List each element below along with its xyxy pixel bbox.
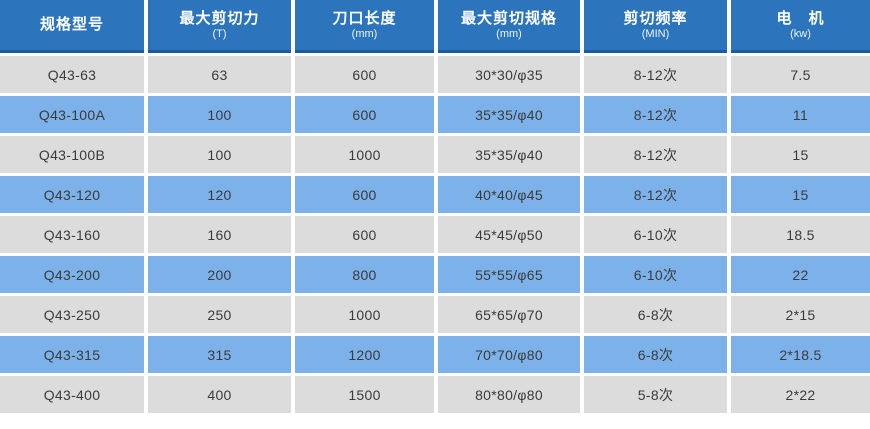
table-cell: 22 bbox=[731, 256, 870, 293]
table-cell: Q43-100A bbox=[0, 96, 144, 133]
header-label: 最大剪切力 bbox=[179, 9, 260, 27]
table-cell: 1000 bbox=[295, 296, 434, 333]
table-cell: 11 bbox=[731, 96, 870, 133]
table-cell: Q43-315 bbox=[0, 336, 144, 373]
table-cell: 1500 bbox=[295, 376, 434, 413]
table-cell: 8-12次 bbox=[584, 176, 727, 213]
header-cell: 刀口长度 (mm) bbox=[295, 0, 434, 53]
table-cell: 160 bbox=[148, 216, 291, 253]
header-cell: 最大剪切规格 (mm) bbox=[438, 0, 580, 53]
table-cell: 100 bbox=[148, 136, 291, 173]
table-cell: 55*55/φ65 bbox=[438, 256, 580, 293]
table-cell: 18.5 bbox=[731, 216, 870, 253]
table-cell: 6-8次 bbox=[584, 336, 727, 373]
table-cell: 70*70/φ80 bbox=[438, 336, 580, 373]
table-cell: 250 bbox=[148, 296, 291, 333]
table-cell: 6-8次 bbox=[584, 296, 727, 333]
table-cell: 600 bbox=[295, 56, 434, 93]
table-cell: 35*35/φ40 bbox=[438, 136, 580, 173]
table-cell: 600 bbox=[295, 96, 434, 133]
table-cell: Q43-200 bbox=[0, 256, 144, 293]
header-unit: (T) bbox=[212, 27, 227, 40]
table-cell: 8-12次 bbox=[584, 96, 727, 133]
spec-table: 规格型号 最大剪切力 (T) 刀口长度 (mm) 最大剪切规格 (mm) 剪切频率 (MIN) 电… bbox=[0, 0, 870, 413]
table-cell: 6-10次 bbox=[584, 256, 727, 293]
table-cell: 600 bbox=[295, 176, 434, 213]
table-cell: 7.5 bbox=[731, 56, 870, 93]
table-cell: Q43-250 bbox=[0, 296, 144, 333]
table-cell: 120 bbox=[148, 176, 291, 213]
table-cell: 15 bbox=[731, 176, 870, 213]
header-label: 刀口长度 bbox=[332, 9, 397, 27]
header-unit: (mm) bbox=[351, 27, 378, 40]
table-cell: 45*45/φ50 bbox=[438, 216, 580, 253]
table-cell: Q43-160 bbox=[0, 216, 144, 253]
table-cell: 400 bbox=[148, 376, 291, 413]
table-cell: 2*22 bbox=[731, 376, 870, 413]
table-cell: Q43-63 bbox=[0, 56, 144, 93]
table-cell: 35*35/φ40 bbox=[438, 96, 580, 133]
header-label: 电 机 bbox=[776, 9, 825, 27]
header-cell: 最大剪切力 (T) bbox=[148, 0, 291, 53]
table-cell: 63 bbox=[148, 56, 291, 93]
table-cell: 8-12次 bbox=[584, 56, 727, 93]
table-cell: Q43-100B bbox=[0, 136, 144, 173]
table-cell: Q43-120 bbox=[0, 176, 144, 213]
table-cell: 40*40/φ45 bbox=[438, 176, 580, 213]
table-cell: 800 bbox=[295, 256, 434, 293]
table-cell: 15 bbox=[731, 136, 870, 173]
header-label: 规格型号 bbox=[39, 16, 104, 34]
table-cell: 315 bbox=[148, 336, 291, 373]
header-unit: (MIN) bbox=[641, 27, 670, 40]
table-cell: 2*15 bbox=[731, 296, 870, 333]
table-cell: Q43-400 bbox=[0, 376, 144, 413]
table-cell: 65*65/φ70 bbox=[438, 296, 580, 333]
table-cell: 200 bbox=[148, 256, 291, 293]
table-cell: 1000 bbox=[295, 136, 434, 173]
header-cell: 电 机 (kw) bbox=[731, 0, 870, 53]
table-cell: 600 bbox=[295, 216, 434, 253]
table-cell: 6-10次 bbox=[584, 216, 727, 253]
header-label: 剪切频率 bbox=[623, 9, 688, 27]
table-cell: 80*80/φ80 bbox=[438, 376, 580, 413]
header-cell: 规格型号 bbox=[0, 0, 144, 53]
table-cell: 1200 bbox=[295, 336, 434, 373]
header-cell: 剪切频率 (MIN) bbox=[584, 0, 727, 53]
table-cell: 100 bbox=[148, 96, 291, 133]
table-cell: 30*30/φ35 bbox=[438, 56, 580, 93]
table-cell: 5-8次 bbox=[584, 376, 727, 413]
table-cell: 2*18.5 bbox=[731, 336, 870, 373]
table-cell: 8-12次 bbox=[584, 136, 727, 173]
header-label: 最大剪切规格 bbox=[460, 9, 557, 27]
header-unit: (kw) bbox=[790, 27, 811, 40]
header-unit: (mm) bbox=[496, 27, 522, 40]
